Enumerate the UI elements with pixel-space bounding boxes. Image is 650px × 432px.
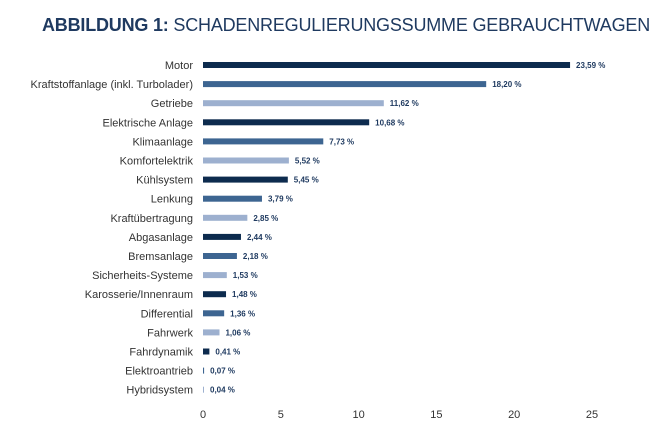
- x-tick-label: 5: [278, 409, 284, 421]
- bar: [203, 62, 571, 68]
- data-label: 5,52 %: [295, 157, 320, 166]
- category-label: Karosserie/Innenraum: [85, 289, 193, 301]
- data-label: 0,04 %: [210, 386, 235, 395]
- category-label: Lenkung: [151, 194, 193, 206]
- data-label: 2,85 %: [253, 214, 278, 223]
- category-label: Abgasanlage: [129, 232, 193, 244]
- bar: [203, 157, 289, 164]
- bar: [203, 214, 248, 221]
- data-label: 5,45 %: [294, 176, 319, 185]
- data-label: 10,68 %: [375, 118, 404, 127]
- bar: [203, 176, 288, 183]
- category-label: Getriebe: [151, 98, 193, 110]
- data-label: 1,48 %: [232, 290, 257, 299]
- bar: [203, 253, 237, 259]
- category-label: Bremsanlage: [128, 251, 193, 263]
- bar: [203, 119, 370, 126]
- category-label: Elektroantrieb: [125, 366, 193, 378]
- bar: [203, 272, 227, 279]
- category-label: Elektrische Anlage: [103, 117, 194, 129]
- bar: [203, 233, 241, 240]
- category-label: Hybridsystem: [126, 385, 193, 397]
- x-tick-label: 0: [200, 409, 206, 421]
- category-label: Komfortelektrik: [120, 156, 194, 168]
- data-label: 1,53 %: [233, 271, 258, 280]
- data-label: 23,59 %: [576, 61, 605, 70]
- data-label: 2,18 %: [243, 252, 268, 261]
- data-label: 18,20 %: [492, 80, 521, 89]
- x-tick-label: 20: [508, 409, 520, 421]
- x-tick-label: 10: [352, 409, 364, 421]
- data-label: 1,06 %: [225, 328, 250, 337]
- category-label: Sicherheits-Systeme: [92, 270, 193, 282]
- bar: [203, 195, 262, 202]
- chart-title-lead: ABBILDUNG 1:: [42, 15, 169, 35]
- category-label: Fahrwerk: [147, 327, 193, 339]
- bar: [203, 386, 204, 393]
- data-label: 7,73 %: [329, 137, 354, 146]
- category-label: Kühlsystem: [136, 175, 193, 187]
- x-tick-label: 15: [430, 409, 442, 421]
- category-label: Motor: [165, 60, 193, 72]
- bar: [203, 81, 487, 88]
- category-label: Fahrdynamik: [129, 347, 193, 359]
- bar: [203, 367, 205, 374]
- data-label: 11,62 %: [390, 99, 419, 108]
- category-label: Klimaanlage: [132, 136, 193, 148]
- category-label: Differential: [141, 308, 193, 320]
- x-tick-label: 25: [586, 409, 598, 421]
- category-label: Kraftstoffanlage (inkl. Turbolader): [31, 79, 193, 91]
- chart-title-rest: SCHADENREGULIERUNGSSUMME GEBRAUCHTWAGEN: [173, 15, 650, 35]
- data-label: 0,07 %: [210, 367, 235, 376]
- bar: [203, 348, 210, 355]
- bar: [203, 138, 324, 145]
- data-label: 0,41 %: [215, 348, 240, 357]
- data-label: 3,79 %: [268, 195, 293, 204]
- bar: [203, 329, 220, 336]
- category-label: Kraftübertragung: [110, 213, 193, 225]
- bar: [203, 100, 384, 107]
- data-label: 1,36 %: [230, 309, 255, 318]
- chart-title: ABBILDUNG 1: SCHADENREGULIERUNGSSUMME GE…: [42, 14, 650, 36]
- bar: [203, 310, 225, 317]
- data-label: 2,44 %: [247, 233, 272, 242]
- bar: [203, 291, 227, 298]
